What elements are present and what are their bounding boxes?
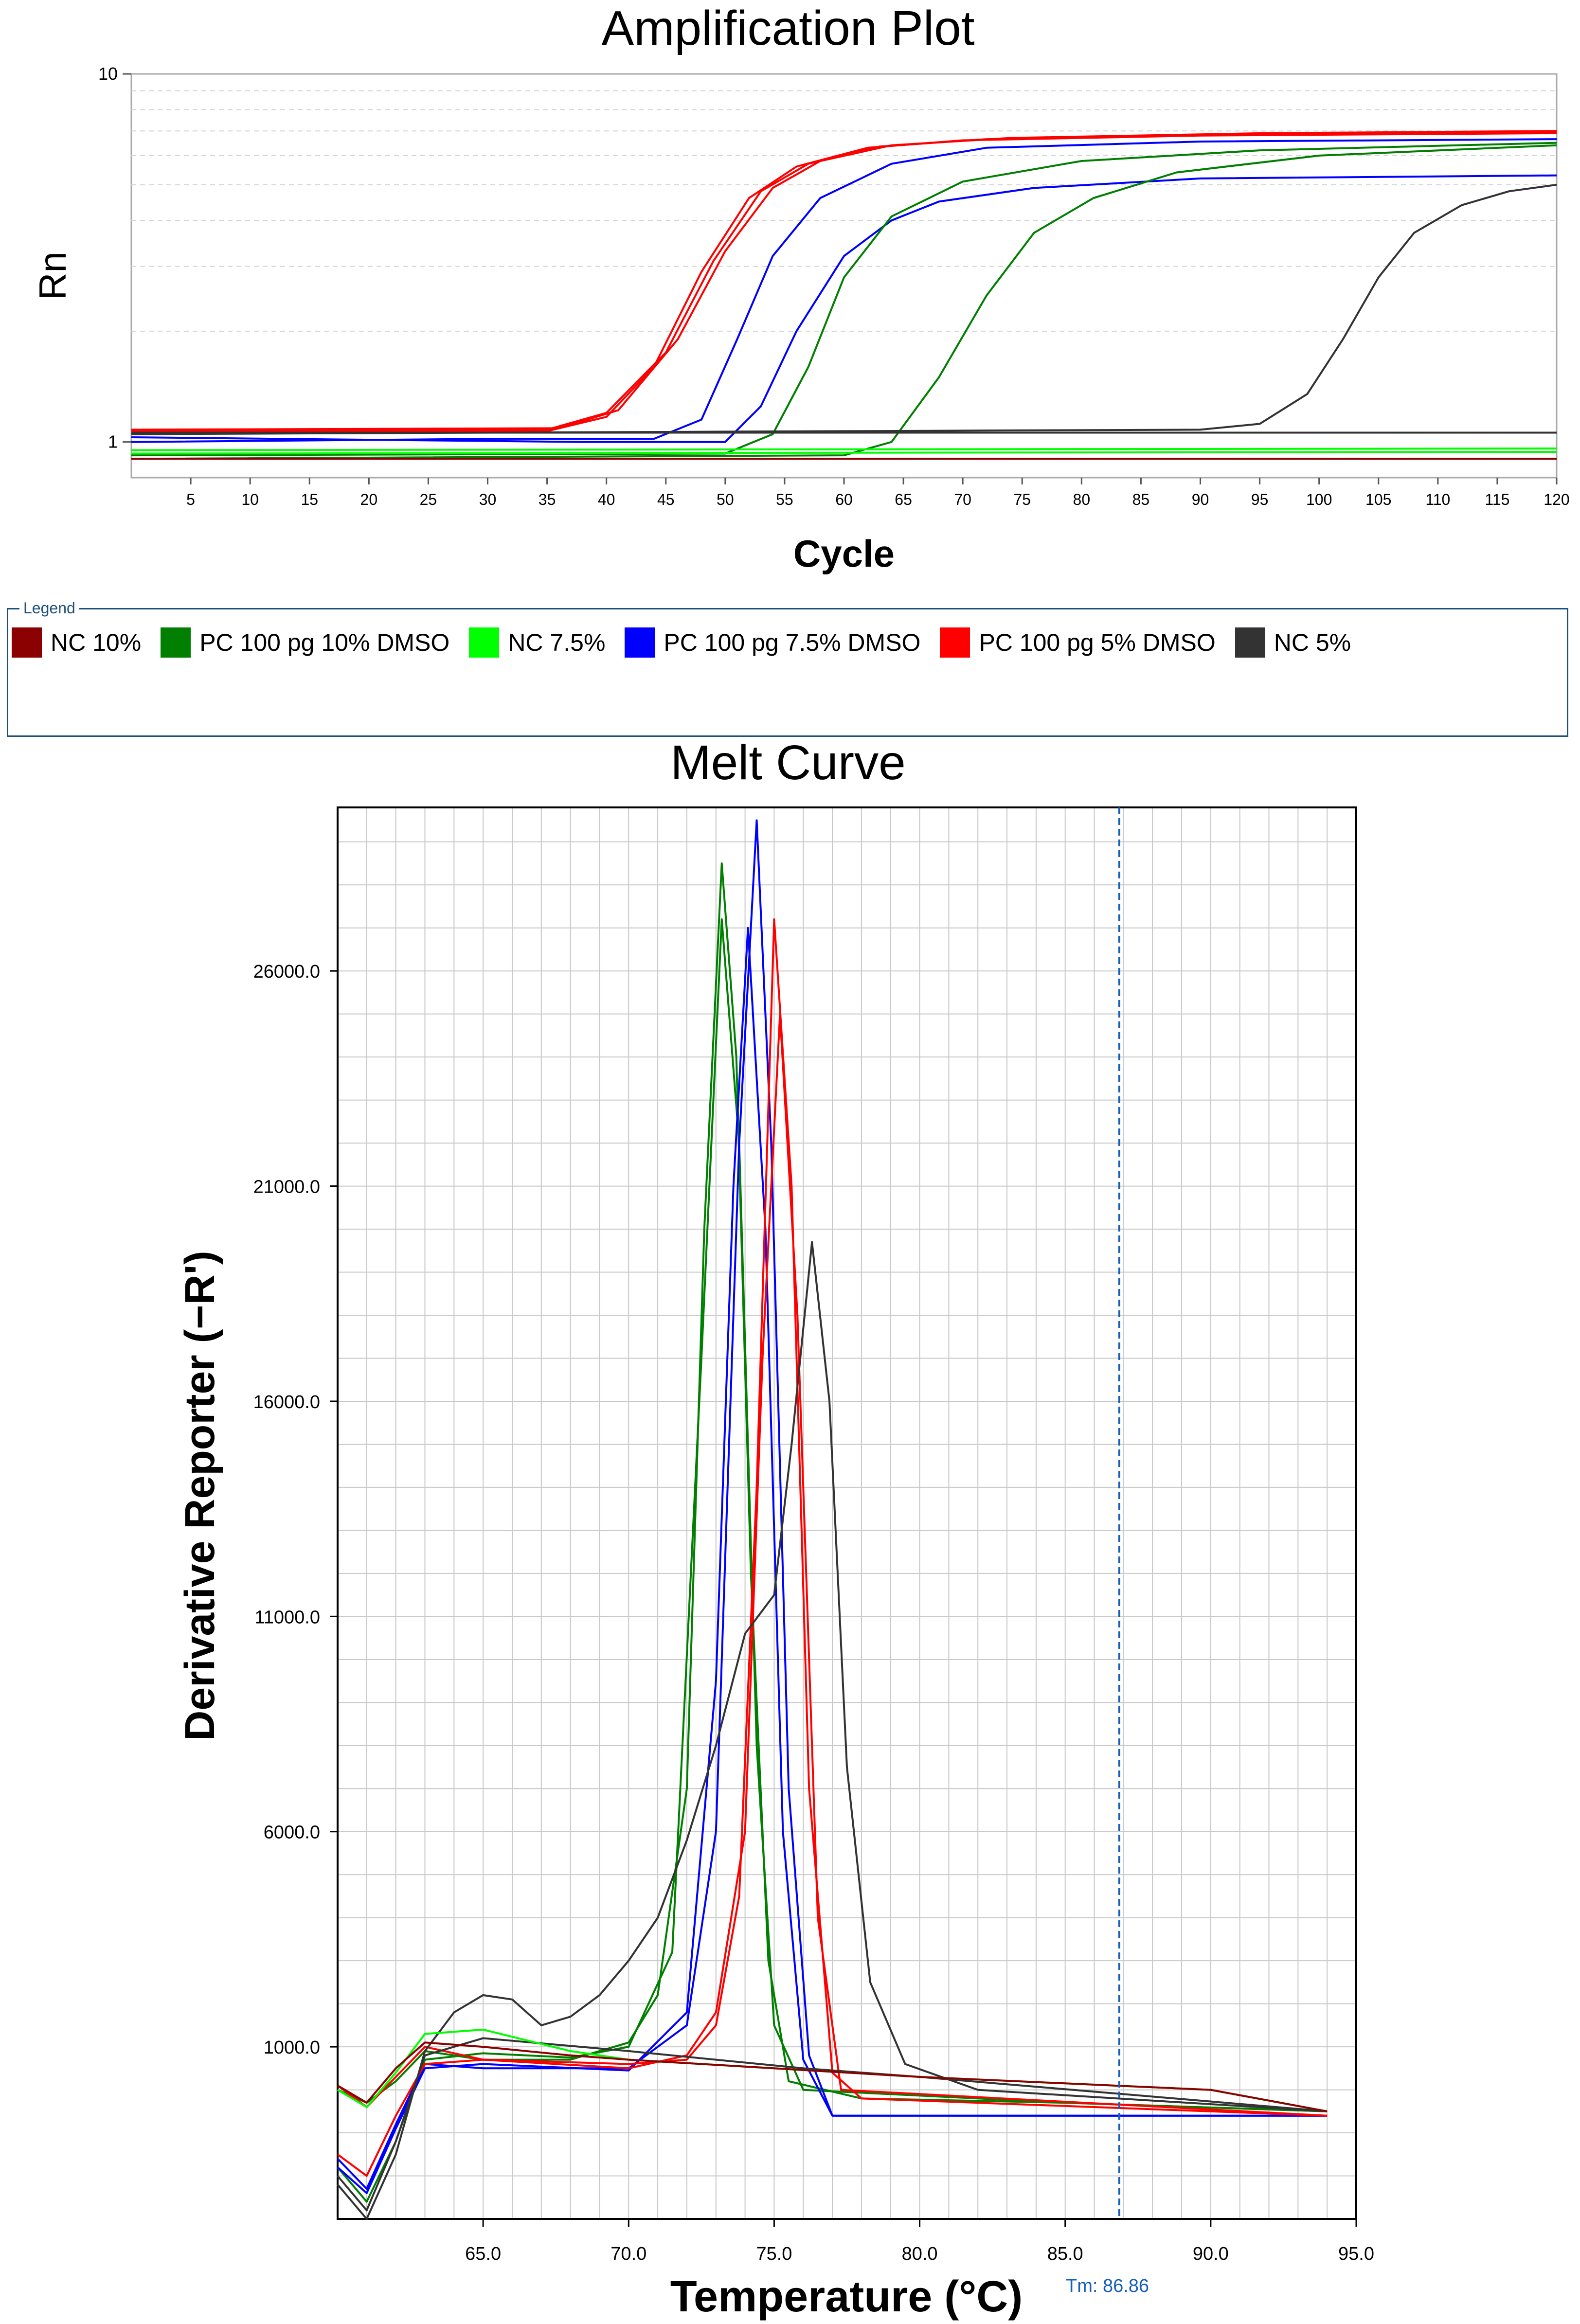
amp-series-pc-100-pg-10-dmso[interactable] (131, 142, 1557, 457)
melt-x-tick-label: 65.0 (465, 2244, 501, 2264)
legend-item-nc-5[interactable]: NC 5% (1235, 627, 1351, 658)
amp-x-tick-label: 15 (301, 491, 318, 508)
amp-x-tick-label: 85 (1132, 491, 1150, 508)
legend-label: PC 100 pg 7.5% DMSO (664, 629, 921, 656)
legend-swatch (12, 627, 42, 658)
amp-y-tick-label: 10 (98, 64, 118, 84)
tm-marker-label: Tm: 86.86 (1066, 2276, 1149, 2296)
amplification-grid (131, 90, 1557, 332)
melt-title: Melt Curve (670, 735, 905, 790)
melt-series-nc-5[interactable] (337, 1241, 1328, 2220)
melt-y-ticks: 1000.0 6000.0 11000.0 16000.0 21000.0 26000.0 (253, 962, 338, 2058)
melt-y-tick-label: 1000.0 (264, 2038, 320, 2058)
legend-item-nc-7-5[interactable]: NC 7.5% (469, 627, 605, 658)
melt-series-pc-100-pg-5-dmso[interactable] (337, 1013, 1328, 2177)
amp-x-tick-label: 70 (954, 491, 971, 508)
legend-label: PC 100 pg 5% DMSO (979, 629, 1216, 656)
amp-series-pc-100-pg-7-5-dmso[interactable] (131, 138, 1557, 443)
melt-y-tick-label: 21000.0 (253, 1177, 320, 1198)
amp-x-tick-label: 90 (1192, 491, 1209, 508)
melt-x-label: Temperature (°C) (670, 2272, 1023, 2321)
amp-x-tick-label: 50 (717, 491, 734, 508)
amplification-x-label: Cycle (793, 532, 895, 575)
amplification-plot: Amplification Plot 1 10 5 10 15 20 25 30 35 40 45… (31, 1, 1570, 575)
amp-x-tick-label: 60 (835, 491, 853, 508)
amp-x-tick-label: 105 (1365, 491, 1391, 508)
melt-series-nc-10[interactable] (337, 2041, 1328, 2112)
melt-x-ticks: 65.0 70.0 75.0 80.0 85.0 90.0 95.0 (465, 2219, 1374, 2264)
melt-series-pc-100-pg-7-5-dmso[interactable] (337, 927, 1328, 2194)
melt-y-tick-label: 11000.0 (254, 1607, 320, 1627)
amp-x-tick-label: 75 (1013, 491, 1031, 508)
legend-item-nc-10[interactable]: NC 10% (12, 627, 141, 658)
melt-y-label: Derivative Reporter (−R') (177, 1251, 223, 1740)
legend-swatch (940, 627, 970, 658)
amp-x-tick-label: 100 (1306, 491, 1332, 508)
legend-item-pc-100-pg-10-dmso[interactable]: PC 100 pg 10% DMSO (161, 627, 449, 658)
amp-x-tick-label: 45 (657, 491, 675, 508)
amp-x-tick-label: 40 (598, 491, 615, 508)
legend-item-pc-100-pg-7-5-dmso[interactable]: PC 100 pg 7.5% DMSO (625, 627, 920, 658)
amp-x-tick-label: 120 (1544, 491, 1569, 508)
amplification-y-label: Rn (31, 251, 74, 300)
amp-x-tick-label: 25 (420, 491, 437, 508)
amp-series-nc-7-5[interactable] (131, 451, 1557, 455)
legend-item-pc-100-pg-5-dmso[interactable]: PC 100 pg 5% DMSO (940, 627, 1216, 658)
amp-series-nc-5[interactable] (131, 183, 1557, 435)
legend-swatch (1235, 627, 1265, 658)
melt-series-pc-100-pg-7-5-dmso[interactable] (337, 819, 1328, 2190)
legend-label: NC 7.5% (508, 629, 606, 656)
melt-lines (337, 819, 1328, 2220)
legend-label: PC 100 pg 10% DMSO (199, 629, 450, 656)
amplification-title: Amplification Plot (602, 1, 975, 55)
amp-x-tick-label: 35 (539, 491, 556, 508)
amp-x-tick-label: 80 (1073, 491, 1091, 508)
amp-x-tick-label: 20 (360, 491, 378, 508)
melt-x-tick-label: 85.0 (1047, 2244, 1083, 2264)
melt-grid (338, 807, 1356, 2219)
amplification-lines (131, 130, 1557, 460)
amp-x-tick-label: 30 (479, 491, 497, 508)
melt-series-pc-100-pg-5-dmso[interactable] (337, 918, 1328, 2117)
amplification-y-ticks: 1 10 (98, 64, 131, 452)
amp-x-tick-label: 95 (1251, 491, 1269, 508)
legend-items: NC 10% PC 100 pg 10% DMSO NC 7.5% PC 100 pg… (12, 627, 1351, 658)
amp-series-pc-100-pg-7-5-dmso[interactable] (131, 174, 1557, 443)
amp-x-tick-label: 65 (895, 491, 912, 508)
melt-x-tick-label: 70.0 (610, 2244, 646, 2264)
amp-series-nc-7-5[interactable] (131, 447, 1557, 451)
melt-x-tick-label: 80.0 (902, 2244, 938, 2264)
legend-label: NC 10% (51, 629, 142, 656)
amp-series-pc-100-pg-5-dmso[interactable] (131, 130, 1557, 431)
melt-x-tick-label: 95.0 (1338, 2244, 1374, 2264)
melt-plot-area (337, 806, 1357, 2220)
melt-y-tick-label: 16000.0 (253, 1392, 320, 1412)
melt-x-tick-label: 90.0 (1193, 2244, 1229, 2264)
legend-swatch (469, 627, 500, 658)
amp-x-tick-label: 115 (1485, 491, 1509, 508)
legend-box (7, 608, 1568, 737)
melt-y-tick-label: 6000.0 (264, 1823, 320, 1843)
legend-label: NC 5% (1274, 629, 1351, 656)
melt-curve-plot: Melt Curve 1000.0 6000.0 11000.0 16000.0 210… (177, 735, 1374, 2321)
melt-y-tick-label: 26000.0 (253, 962, 320, 982)
legend-swatch (161, 627, 191, 658)
amp-x-tick-label: 55 (776, 491, 793, 508)
amp-x-tick-label: 5 (186, 491, 195, 508)
amp-x-tick-label: 10 (241, 491, 259, 508)
amp-y-tick-label: 1 (108, 432, 118, 452)
amplification-x-ticks: 5 10 15 20 25 30 35 40 45 50 55 60 65 70 75 80 85 90 95 100… (186, 478, 1570, 508)
legend-swatch (625, 627, 655, 658)
amp-x-tick-label: 110 (1425, 491, 1450, 508)
legend-title: Legend (19, 599, 79, 617)
melt-x-tick-label: 75.0 (756, 2244, 792, 2264)
